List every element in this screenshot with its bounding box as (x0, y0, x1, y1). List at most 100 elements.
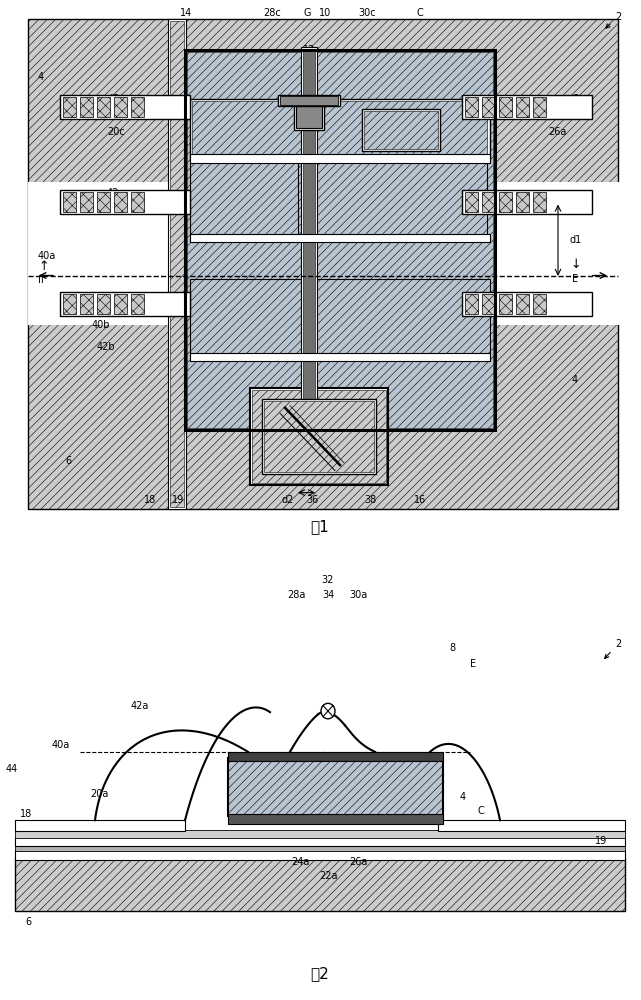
Bar (499, 97, 512, 117)
Text: 19: 19 (172, 495, 184, 505)
Bar (15, 858, 625, 911)
Bar (278, 95, 340, 106)
Bar (294, 99, 324, 130)
Bar (114, 192, 127, 212)
Text: 26a: 26a (349, 857, 367, 867)
Text: 2: 2 (604, 639, 621, 658)
Bar (472, 182, 620, 325)
Bar (516, 192, 529, 212)
Text: 40a: 40a (38, 251, 56, 261)
Bar (303, 50, 315, 425)
Bar (313, 101, 487, 158)
Text: 图1: 图1 (311, 519, 329, 534)
Text: 42c: 42c (107, 94, 125, 104)
Text: 42b: 42b (96, 342, 115, 352)
Text: 30a: 30a (366, 199, 384, 209)
Circle shape (321, 703, 335, 719)
Bar (168, 19, 186, 509)
Text: 20b: 20b (106, 301, 125, 311)
Text: 6: 6 (25, 917, 31, 927)
Bar (313, 162, 487, 238)
Bar (499, 192, 512, 212)
Text: α: α (234, 320, 240, 330)
Text: 22c: 22c (413, 120, 431, 130)
Bar (97, 294, 110, 314)
Text: 44: 44 (6, 764, 18, 774)
Bar (362, 109, 440, 151)
Text: 18: 18 (20, 809, 32, 819)
Text: 28a: 28a (263, 199, 281, 209)
Text: d2: d2 (282, 495, 294, 505)
Text: 8: 8 (572, 94, 578, 104)
Text: 4: 4 (572, 375, 578, 385)
Text: 40b: 40b (92, 320, 110, 330)
Bar (250, 388, 388, 485)
Text: 22a: 22a (326, 199, 344, 209)
Bar (15, 844, 625, 851)
Bar (170, 21, 184, 507)
Bar (114, 97, 127, 117)
Bar (97, 192, 110, 212)
Text: E: E (470, 659, 476, 669)
Bar (482, 294, 495, 314)
Text: 30a: 30a (349, 590, 367, 600)
Bar (131, 294, 144, 314)
Text: II: II (572, 196, 578, 206)
Text: 42a: 42a (131, 701, 149, 711)
Text: 24a: 24a (291, 857, 309, 867)
Bar (516, 97, 529, 117)
Bar (131, 97, 144, 117)
Bar (190, 234, 490, 242)
Text: 26b: 26b (401, 372, 419, 382)
Text: d1: d1 (570, 235, 582, 245)
Bar (190, 154, 490, 163)
Text: 图2: 图2 (311, 966, 329, 981)
Text: 22a: 22a (319, 871, 337, 881)
Bar (60, 95, 190, 119)
Bar (63, 97, 76, 117)
Bar (499, 294, 512, 314)
Text: 28b: 28b (267, 380, 285, 390)
Text: ↓: ↓ (570, 258, 581, 271)
Bar (516, 294, 529, 314)
Bar (190, 279, 490, 358)
Bar (482, 97, 495, 117)
Bar (80, 97, 93, 117)
Bar (63, 192, 76, 212)
Bar (131, 192, 144, 212)
Bar (462, 95, 592, 119)
Bar (190, 353, 490, 361)
Bar (482, 192, 495, 212)
Bar (28, 182, 180, 325)
Bar (60, 292, 190, 316)
Text: 24a: 24a (231, 199, 249, 209)
Bar (114, 294, 127, 314)
Bar (228, 814, 443, 824)
Text: ↑: ↑ (38, 260, 49, 273)
Text: 40c: 40c (108, 111, 125, 121)
Text: 6: 6 (65, 456, 71, 466)
Text: 22b: 22b (376, 304, 394, 314)
Text: 26c: 26c (391, 85, 409, 95)
Bar (63, 294, 76, 314)
Text: 14: 14 (180, 8, 192, 18)
Bar (60, 190, 190, 214)
Bar (252, 390, 386, 483)
Bar (296, 101, 322, 128)
Bar (264, 401, 374, 472)
Bar (15, 820, 185, 831)
Text: 20c: 20c (107, 127, 125, 137)
Bar (190, 162, 298, 238)
Text: 4: 4 (460, 792, 466, 802)
Bar (262, 399, 376, 474)
Text: 30b: 30b (353, 372, 371, 382)
Text: 20a: 20a (90, 789, 108, 799)
Bar (280, 96, 338, 105)
Text: 28c: 28c (263, 8, 281, 18)
Text: G: G (303, 8, 311, 18)
Bar (185, 50, 495, 430)
Bar (462, 292, 592, 316)
Bar (190, 99, 490, 160)
Bar (97, 97, 110, 117)
Text: 40a: 40a (52, 740, 71, 750)
